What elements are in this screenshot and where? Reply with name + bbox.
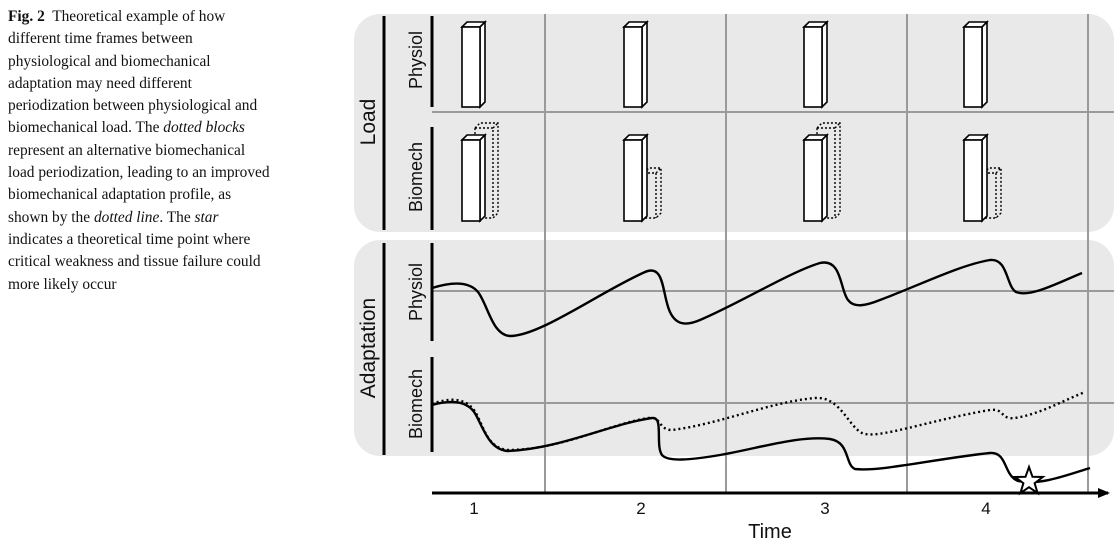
biomech-adaptation-curve [431,400,1091,484]
load-physiol-label: Physiol [406,31,426,89]
grid-lines [432,14,1114,492]
physiol-load-block-3 [802,20,829,109]
caption-text-2: represent an alternative biomechanical l… [8,141,270,226]
caption-emphasis-2: dotted line [93,208,160,226]
biomech-load-block-2 [622,133,649,223]
figure-label: Fig. 2 [8,8,45,25]
time-tick-4: 4 [981,499,990,518]
alt-biomech-block-4 [983,167,1002,219]
time-axis-label: Time [748,521,792,543]
load-label: Load [357,99,380,146]
caption-emphasis-3: star [194,208,219,226]
panel-bars [382,16,434,455]
adaptation-label: Adaptation [357,298,380,398]
physiol-adaptation-curve [431,258,1083,338]
adaptation-panel [354,240,1114,456]
caption-text-3: . The [159,208,195,226]
critical-weakness-star-icon [1012,464,1046,496]
caption-emphasis-1: dotted blocks [163,119,245,137]
time-tick-1: 1 [469,499,478,518]
load-biomech-label: Biomech [406,142,426,212]
biomech-load-block-4 [962,133,989,223]
biomech-load-block-1 [460,133,487,223]
time-tick-2: 2 [636,499,645,518]
physiol-load-block-2 [622,20,649,109]
physiol-load-block-4 [962,20,989,109]
biomech-load-block-3 [802,133,829,223]
figure-caption: Fig. 2 Theoretical example of how differ… [8,6,270,296]
time-tick-3: 3 [820,499,829,518]
caption-text-1: Theoretical example of how different tim… [8,8,258,137]
caption-text-4: indicates a theoretical time point where… [8,230,261,293]
adapt-biomech-label: Biomech [406,369,426,439]
physiol-load-block-1 [460,20,487,109]
adapt-physiol-label: Physiol [406,263,426,321]
alt-biomech-block-2 [643,167,662,219]
